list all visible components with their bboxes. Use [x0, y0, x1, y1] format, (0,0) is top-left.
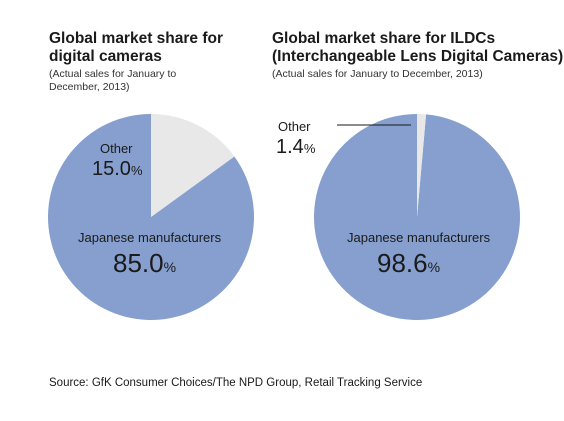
chart-1-title-line-1: Global market share for [49, 30, 224, 47]
pie-1-japanese-value-number: 85.0 [113, 248, 164, 278]
chart-1-title-line-2: digital cameras [49, 48, 162, 65]
pie-2-other-label: Other [278, 119, 311, 134]
pie-2-other-value-number: 1.4 [276, 136, 304, 158]
chart-2-title-line-1: Global market share for ILDCs [272, 30, 496, 47]
pie-2-slice-other [417, 114, 427, 217]
pie-2-other-value: 1.4% [276, 136, 315, 159]
pie-2-slice-japanese [313, 114, 520, 320]
pie-2-other-value-unit: % [303, 141, 316, 156]
pie-chart-1 [47, 114, 254, 320]
pie-1-slice-other [151, 114, 235, 217]
pie-1-other-value-unit: % [130, 163, 143, 178]
pie-2-japanese-value-unit: % [427, 259, 441, 275]
pie-2-japanese-label: Japanese manufacturers [347, 230, 491, 245]
source-note: Source: GfK Consumer Choices/The NPD Gro… [49, 377, 423, 389]
chart-1-subtitle-line-1: (Actual sales for January to [49, 68, 177, 80]
pie-1-other-value: 15.0% [92, 158, 143, 181]
pie-1-other-value-number: 15.0 [92, 158, 131, 180]
pie-2-japanese-value: 98.6% [377, 248, 440, 279]
pie-1-japanese-label: Japanese manufacturers [78, 230, 222, 245]
pie-1-other-label: Other [100, 141, 133, 156]
pie-1-japanese-value-unit: % [163, 259, 177, 275]
chart-2-title-line-2: (Interchangeable Lens Digital Cameras) [272, 48, 564, 65]
chart-1-subtitle-line-2: December, 2013) [49, 81, 130, 93]
chart-2-subtitle: (Actual sales for January to December, 2… [272, 68, 483, 80]
pie-chart-2 [313, 114, 520, 320]
pie-2-japanese-value-number: 98.6 [377, 248, 428, 278]
pie-1-japanese-value: 85.0% [113, 248, 176, 279]
